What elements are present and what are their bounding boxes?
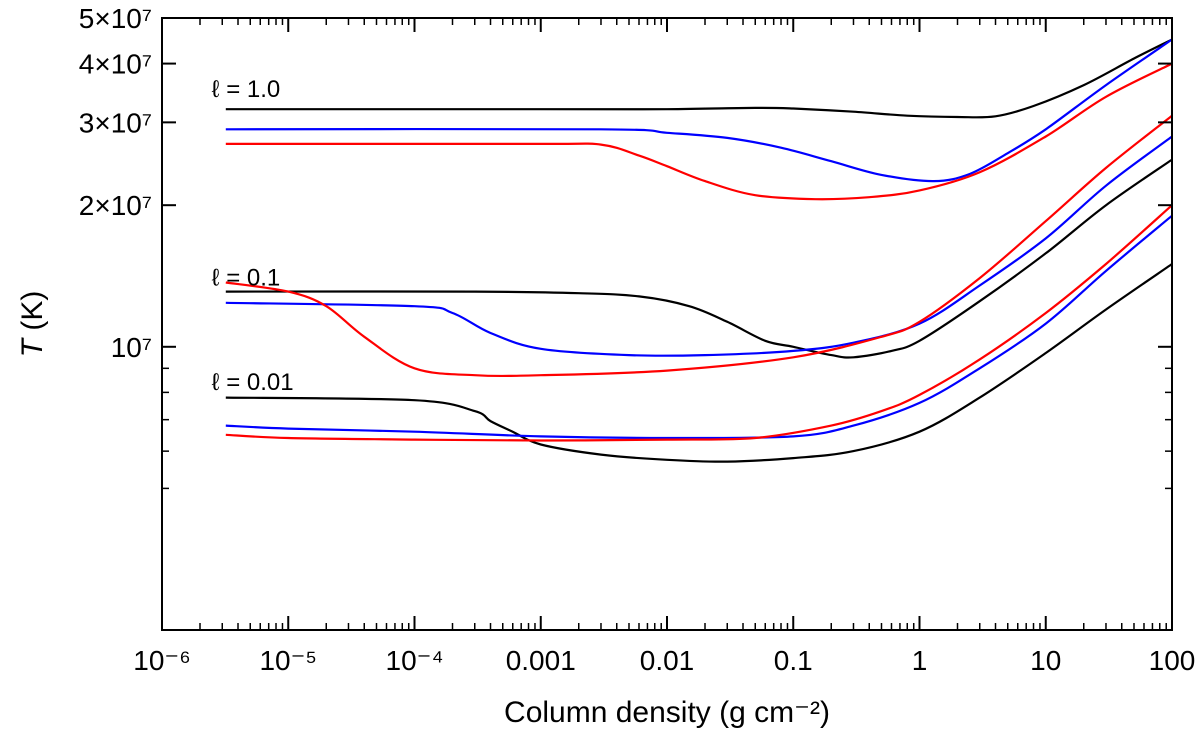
x-tick-label: 0.01 <box>640 645 695 676</box>
series-line <box>225 135 1173 357</box>
ticks-layer <box>161 17 1173 630</box>
series-line <box>225 62 1173 201</box>
series-line <box>225 38 1173 183</box>
y-tick-label: 3×10⁷ <box>79 107 152 138</box>
x-tick-label: 10 <box>1030 645 1061 676</box>
series-line <box>225 38 1173 119</box>
y-tick-label: 5×10⁷ <box>79 3 152 34</box>
x-tick-label: 100 <box>1149 645 1196 676</box>
x-tick-label: 1 <box>912 645 928 676</box>
y-axis-title-unit: (K) <box>16 291 49 339</box>
series-line <box>225 263 1173 463</box>
x-tick-label: 10⁻⁶ <box>133 645 190 676</box>
y-tick-label: 4×10⁷ <box>79 49 152 80</box>
y-tick-label: 2×10⁷ <box>79 190 152 221</box>
series-line <box>225 114 1173 378</box>
x-tick-label: 0.001 <box>506 645 576 676</box>
curve-label: ℓ = 0.1 <box>212 264 280 291</box>
x-tick-label: 10⁻⁵ <box>259 645 317 676</box>
y-tick-label: 10⁷ <box>111 332 152 363</box>
series-layer <box>225 38 1173 463</box>
x-tick-label: 0.1 <box>774 645 813 676</box>
x-axis-title: Column density (g cm⁻²) <box>504 696 830 729</box>
curve-label: ℓ = 0.01 <box>212 369 294 396</box>
annotations: ℓ = 1.0 ℓ = 0.1 ℓ = 0.01 <box>212 76 294 396</box>
x-tick-label: 10⁻⁴ <box>386 645 444 676</box>
series-line <box>225 214 1173 440</box>
y-axis-title-symbol: T <box>16 336 49 357</box>
curve-label: ℓ = 1.0 <box>212 76 280 103</box>
tick-labels: 10⁻⁶ 10⁻⁵ 10⁻⁴ 0.001 0.01 0.1 1 10 100 10⁷ 2×10⁷ 3×… <box>79 3 1196 676</box>
y-axis-title: T (K) <box>16 291 49 358</box>
series-line <box>225 204 1173 442</box>
series-line <box>225 158 1173 359</box>
